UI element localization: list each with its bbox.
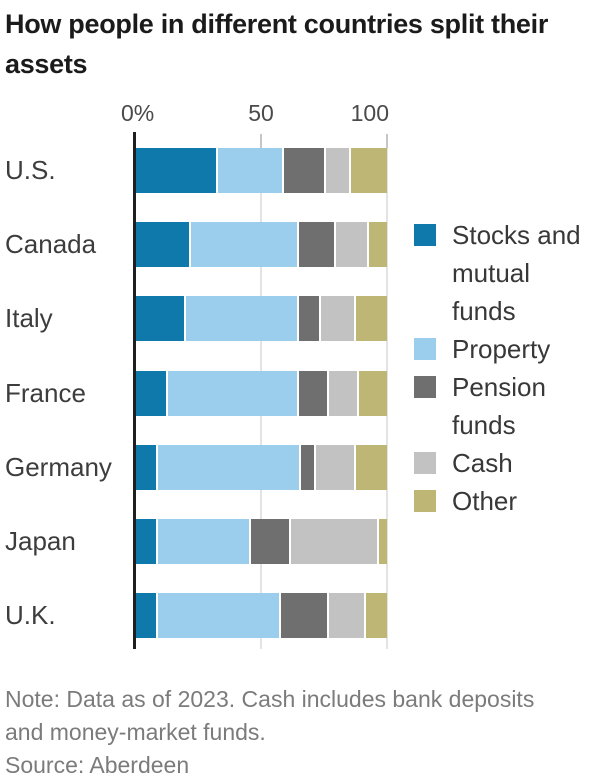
bar-segment (136, 296, 184, 341)
tick-mark-50 (260, 134, 262, 148)
bar-segment (183, 296, 297, 341)
y-axis-line (133, 132, 136, 649)
bar-segment (136, 593, 157, 638)
bar-segment (354, 296, 387, 341)
bar-segment (326, 371, 357, 416)
bar-row (136, 593, 387, 638)
chart-title: How people in different countries split … (5, 9, 549, 79)
axis-tick-label-50: 50 (248, 100, 274, 126)
bar-segment (156, 445, 300, 490)
bar-segment (296, 222, 335, 267)
row-label-germany: Germany (5, 452, 112, 482)
row-label-canada: Canada (5, 229, 97, 259)
row-label-france: France (5, 378, 86, 408)
bar-segment (364, 593, 387, 638)
bar-segment (314, 445, 355, 490)
bar-segment (156, 519, 249, 564)
bar-segment (136, 222, 189, 267)
legend-item: Property (414, 330, 594, 368)
bar-row (136, 148, 387, 193)
legend-item: Pension funds (414, 368, 594, 444)
chart-note: Note: Data as of 2023. Cash includes ban… (5, 686, 535, 745)
legend-item: Cash (414, 444, 594, 482)
bar-segment (281, 148, 325, 193)
legend-label: Other (452, 486, 518, 516)
bar-segment (366, 222, 387, 267)
legend-label: Stocks and mutual funds (452, 220, 581, 326)
legend-label: Property (452, 334, 551, 364)
bar-segment (156, 593, 280, 638)
legend-swatch (414, 338, 436, 360)
bar-segment (324, 148, 350, 193)
bar-segment (166, 371, 297, 416)
bar-row (136, 222, 387, 267)
row-label-italy: Italy (5, 303, 53, 333)
bar-segment (376, 519, 387, 564)
bar-segment (334, 222, 367, 267)
row-label-us: U.S. (5, 155, 56, 185)
bar-row (136, 371, 387, 416)
axis-tick-label-0: 0% (121, 100, 155, 126)
bar-segment (319, 296, 355, 341)
bar-segment (354, 445, 387, 490)
bar-row (136, 445, 387, 490)
chart-source: Source: Aberdeen (5, 752, 190, 778)
bar-segment (296, 296, 320, 341)
row-label-uk: U.K. (5, 600, 56, 630)
row-label-japan: Japan (5, 526, 76, 556)
legend-label: Pension funds (452, 372, 546, 440)
bar-row (136, 519, 387, 564)
bar-segment (326, 593, 365, 638)
legend-item: Other (414, 482, 594, 520)
legend-swatch (414, 452, 436, 474)
bar-row (136, 296, 387, 341)
axis-tick-label-100: 100 (350, 100, 389, 126)
legend-swatch (414, 224, 436, 246)
bar-segment (248, 519, 290, 564)
bar-segment (136, 371, 167, 416)
bar-segment (279, 593, 327, 638)
bar-segment (216, 148, 282, 193)
bar-segment (356, 371, 387, 416)
legend-label: Cash (452, 448, 513, 478)
bar-segment (136, 148, 217, 193)
legend-swatch (414, 490, 436, 512)
legend: Stocks and mutual funds Property Pension… (414, 216, 594, 520)
bar-segment (136, 445, 157, 490)
bar-segment (136, 519, 157, 564)
legend-item: Stocks and mutual funds (414, 216, 594, 330)
bar-segment (299, 445, 315, 490)
bar-segment (349, 148, 387, 193)
legend-swatch (414, 376, 436, 398)
bar-segment (296, 371, 327, 416)
bar-segment (188, 222, 297, 267)
gridline-100 (386, 134, 388, 649)
bar-segment (289, 519, 377, 564)
tick-mark-100 (386, 134, 388, 148)
